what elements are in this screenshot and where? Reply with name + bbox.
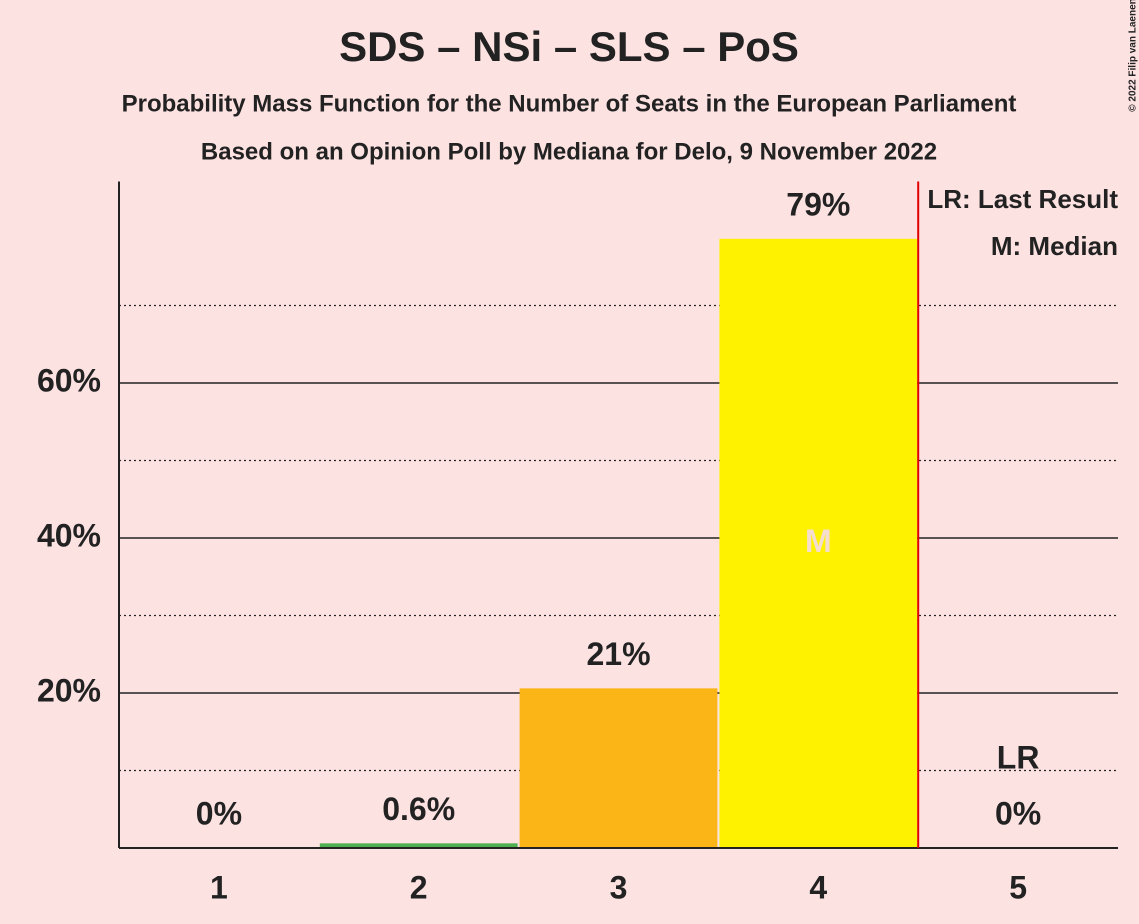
bar: [319, 843, 518, 848]
chart-title: SDS – NSi – SLS – PoS: [339, 23, 799, 70]
value-label: 79%: [786, 186, 850, 222]
value-label: 0%: [995, 795, 1041, 831]
x-tick-label: 1: [210, 869, 228, 905]
chart-subtitle: Probability Mass Function for the Number…: [122, 90, 1017, 117]
chart-source: Based on an Opinion Poll by Mediana for …: [201, 138, 937, 165]
last-result-marker: LR: [997, 739, 1040, 775]
legend-entry: LR: Last Result: [927, 184, 1118, 214]
x-tick-label: 3: [610, 869, 628, 905]
x-tick-label: 4: [809, 869, 827, 905]
copyright: © 2022 Filip van Laenen: [1128, 0, 1139, 112]
legend-entry: M: Median: [991, 231, 1118, 261]
y-tick-label: 40%: [37, 517, 101, 553]
y-tick-label: 60%: [37, 362, 101, 398]
y-tick-label: 20%: [37, 672, 101, 708]
median-marker: M: [805, 523, 832, 559]
value-label: 0%: [196, 795, 242, 831]
x-tick-label: 5: [1009, 869, 1027, 905]
value-label: 21%: [586, 636, 650, 672]
value-label: 0.6%: [382, 791, 455, 827]
bar: [519, 688, 718, 848]
x-tick-label: 2: [410, 869, 428, 905]
bar: [719, 238, 918, 849]
